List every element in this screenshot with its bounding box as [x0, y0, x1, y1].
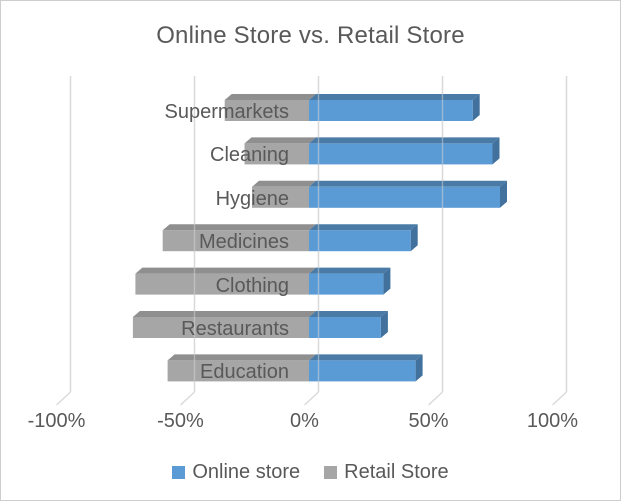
x-axis-tick-label: 0%	[290, 410, 319, 432]
bar-retail	[224, 100, 309, 121]
bar-online	[309, 100, 473, 121]
bar-retail	[135, 273, 309, 295]
bar-online-side	[380, 311, 388, 338]
bar-online-top	[309, 354, 423, 361]
bar-retail	[162, 230, 309, 252]
axis-floor-tick	[428, 391, 443, 406]
bar-retail	[167, 360, 309, 382]
bar-retail-top	[162, 224, 316, 231]
bar-retail	[244, 143, 309, 165]
bar-online-top	[309, 311, 388, 317]
bar-online-top	[309, 137, 500, 144]
legend-label: Retail Store	[344, 460, 449, 483]
bar-retail-top	[135, 267, 316, 274]
chart-title: Online Store vs. Retail Store	[156, 22, 465, 49]
category-label: Medicines	[198, 231, 289, 254]
category-label: Hygiene	[215, 187, 289, 210]
bar-online-side	[415, 354, 423, 382]
legend-swatch	[324, 465, 338, 479]
bar-retail-top	[252, 180, 316, 187]
bar-online	[309, 143, 493, 165]
bar-online-side	[383, 267, 391, 295]
bar-retail	[132, 317, 309, 338]
bar-online-top	[309, 267, 391, 274]
x-axis-tick-label: -50%	[157, 410, 204, 432]
legend-label: Online store	[192, 460, 301, 483]
axis-floor-tick	[56, 391, 71, 406]
axis-floor-tick	[180, 391, 195, 406]
bar-online-side	[492, 137, 500, 165]
bar-online-top	[309, 180, 507, 187]
category-label: Clothing	[215, 274, 289, 297]
x-axis-tick-label: 100%	[526, 410, 579, 432]
category-label: Cleaning	[210, 144, 289, 167]
legend: Online store Retail Store	[1, 459, 620, 485]
bar-retail-top	[244, 137, 316, 144]
legend-swatch	[172, 465, 186, 479]
bar-online	[309, 230, 411, 252]
x-axis-tick-label: 50%	[408, 410, 449, 432]
bar-online-side	[472, 94, 480, 121]
bar-online-side	[410, 224, 418, 252]
x-axis-tick-label: -100%	[27, 410, 86, 432]
bar-online	[309, 273, 384, 295]
bar-online	[309, 317, 381, 338]
bar-online-top	[309, 94, 480, 100]
axis-floor-tick	[552, 391, 567, 406]
bar-online-top	[309, 224, 418, 231]
category-label: Education	[200, 361, 289, 384]
bar-retail	[252, 186, 309, 208]
bar-retail-top	[167, 354, 316, 361]
legend-item: Retail Store	[324, 461, 449, 484]
axis-floor-tick	[304, 391, 319, 406]
bar-retail-top	[224, 94, 316, 100]
legend-item: Online store	[172, 461, 300, 484]
category-label: Supermarkets	[164, 101, 290, 123]
bar-online-side	[500, 180, 507, 208]
bar-retail-top	[132, 311, 316, 317]
bar-online	[309, 360, 416, 382]
bar-online	[309, 186, 500, 208]
category-label: Restaurants	[181, 318, 289, 340]
